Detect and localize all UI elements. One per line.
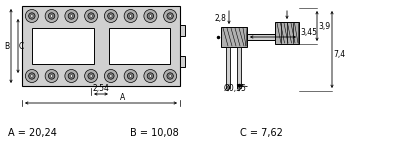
Circle shape <box>65 69 78 83</box>
Circle shape <box>31 15 33 17</box>
Circle shape <box>167 73 173 79</box>
Polygon shape <box>226 88 230 91</box>
Circle shape <box>167 13 173 19</box>
Circle shape <box>25 69 38 83</box>
Circle shape <box>70 15 72 17</box>
Circle shape <box>147 13 154 19</box>
Circle shape <box>88 13 94 19</box>
Circle shape <box>124 69 137 83</box>
Text: A: A <box>120 92 125 102</box>
Circle shape <box>169 15 171 17</box>
Bar <box>180 25 185 36</box>
Circle shape <box>85 69 98 83</box>
Text: 3,45: 3,45 <box>300 28 317 36</box>
Text: C: C <box>19 41 24 51</box>
Text: Ø0,55: Ø0,55 <box>224 83 247 92</box>
Circle shape <box>124 10 137 22</box>
Circle shape <box>85 10 98 22</box>
Circle shape <box>164 69 177 83</box>
Circle shape <box>104 10 117 22</box>
Circle shape <box>164 10 177 22</box>
Circle shape <box>68 13 74 19</box>
Text: A = 20,24: A = 20,24 <box>8 128 57 138</box>
Circle shape <box>110 15 112 17</box>
Bar <box>247 34 275 40</box>
Circle shape <box>29 73 35 79</box>
Circle shape <box>90 15 92 17</box>
Text: B: B <box>4 41 9 51</box>
Circle shape <box>108 73 114 79</box>
Circle shape <box>31 75 33 77</box>
Circle shape <box>104 69 117 83</box>
Polygon shape <box>237 88 241 91</box>
Circle shape <box>130 75 132 77</box>
Circle shape <box>128 13 134 19</box>
Circle shape <box>130 15 132 17</box>
Bar <box>22 6 180 86</box>
Circle shape <box>65 10 78 22</box>
Circle shape <box>29 13 35 19</box>
Circle shape <box>48 73 55 79</box>
Text: B = 10,08: B = 10,08 <box>130 128 179 138</box>
Circle shape <box>68 73 74 79</box>
Bar <box>221 27 247 47</box>
Text: C = 7,62: C = 7,62 <box>240 128 283 138</box>
Circle shape <box>88 73 94 79</box>
Bar <box>226 47 230 88</box>
Circle shape <box>144 10 157 22</box>
Bar <box>237 47 241 88</box>
Circle shape <box>50 15 53 17</box>
Circle shape <box>108 13 114 19</box>
Circle shape <box>149 15 152 17</box>
Circle shape <box>50 75 53 77</box>
Circle shape <box>144 69 157 83</box>
Circle shape <box>45 10 58 22</box>
Circle shape <box>90 75 92 77</box>
Bar <box>32 28 94 64</box>
Bar <box>108 28 170 64</box>
Circle shape <box>25 10 38 22</box>
Circle shape <box>169 75 171 77</box>
Circle shape <box>149 75 152 77</box>
Bar <box>275 22 299 44</box>
Text: 2,54: 2,54 <box>92 83 110 92</box>
Text: 3,9: 3,9 <box>318 21 330 31</box>
Bar <box>180 56 185 67</box>
Circle shape <box>110 75 112 77</box>
Circle shape <box>70 75 72 77</box>
Circle shape <box>128 73 134 79</box>
Text: 2,8: 2,8 <box>214 13 226 22</box>
Circle shape <box>147 73 154 79</box>
Circle shape <box>45 69 58 83</box>
Circle shape <box>48 13 55 19</box>
Text: 7,4: 7,4 <box>333 50 345 59</box>
